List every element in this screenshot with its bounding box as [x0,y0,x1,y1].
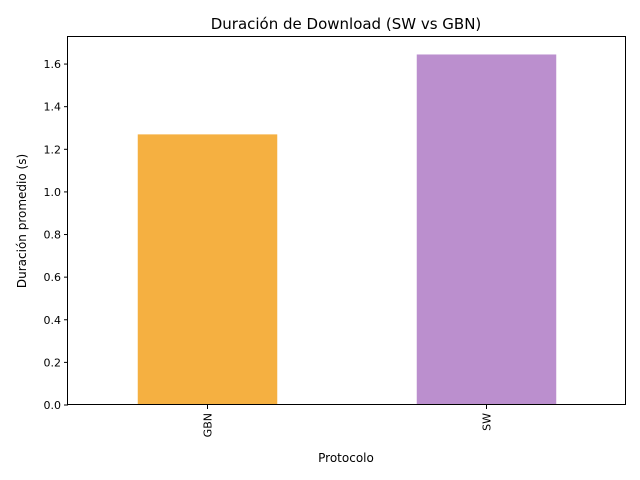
x-tick-label: GBN [202,413,215,437]
chart-title: Duración de Download (SW vs GBN) [211,15,482,33]
y-tick-label: 0.6 [44,271,62,284]
y-tick-label: 1.0 [44,186,62,199]
y-tick-label: 0.4 [44,314,62,327]
bars-layer [137,54,557,405]
bar-gbn [137,134,278,405]
bar-sw [416,54,557,405]
y-tick-label: 0.8 [44,229,62,242]
y-tick-label: 0.2 [44,356,62,369]
y-tick-label: 1.4 [44,101,62,114]
x-axis-ticks: GBN SW [202,405,494,437]
y-tick-label: 0.0 [44,399,62,412]
x-tick-label: SW [481,413,494,431]
y-tick-label: 1.6 [44,58,62,71]
y-axis-label: Duración promedio (s) [15,154,29,288]
y-axis-ticks: 0.0 0.2 0.4 0.6 0.8 1.0 1.2 1.4 1.6 [44,58,68,412]
x-axis-label: Protocolo [318,451,374,465]
plot-frame [67,36,626,405]
y-tick-label: 1.2 [44,143,62,156]
